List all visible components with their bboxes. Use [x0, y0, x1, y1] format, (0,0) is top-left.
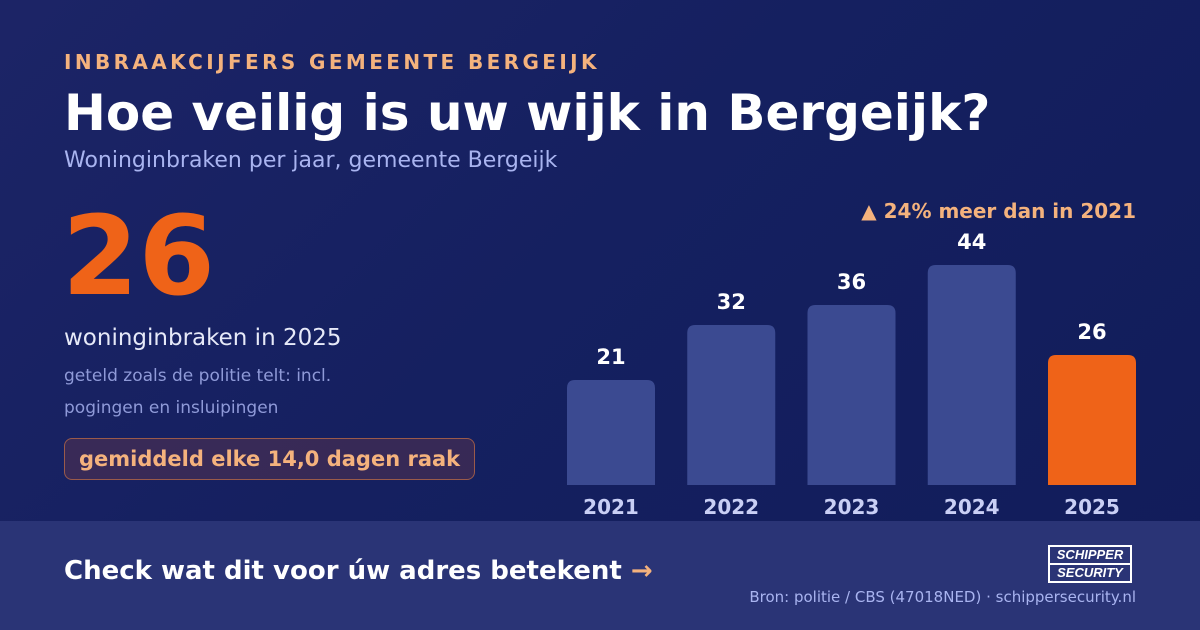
value-label-2022: 32	[717, 290, 746, 314]
frequency-badge: gemiddeld elke 14,0 dagen raak	[64, 438, 476, 480]
bar-2024	[927, 265, 1016, 485]
category-label-2022: 2022	[703, 495, 759, 519]
company-logo: SCHIPPER SECURITY	[1048, 545, 1132, 583]
bar-2021	[567, 380, 655, 485]
logo-line2: SECURITY	[1057, 565, 1123, 580]
bar-2025	[1048, 355, 1136, 485]
source-note: Bron: politie / CBS (47018NED) · schippe…	[749, 588, 1136, 606]
method-note-line2: pogingen en insluipingen	[64, 398, 279, 418]
logo-line1: SCHIPPER	[1050, 547, 1130, 565]
arrow-right-icon: →	[630, 556, 653, 586]
change-annotation: ▲ 24% meer dan in 2021	[861, 199, 1136, 223]
bar-2022	[687, 325, 776, 485]
category-label-2025: 2025	[1064, 495, 1120, 519]
value-label-2023: 36	[837, 270, 866, 294]
value-label-2024: 44	[957, 230, 986, 254]
cta-link[interactable]: Check wat dit voor úw adres betekent →	[64, 556, 653, 586]
cta-text: Check wat dit voor úw adres betekent	[64, 556, 622, 586]
eyebrow-heading: INBRAAKCIJFERS GEMEENTE BERGEIJK	[64, 50, 600, 74]
value-label-2021: 21	[596, 345, 625, 369]
category-label-2021: 2021	[583, 495, 639, 519]
highlight-label: woninginbraken in 2025	[64, 325, 342, 351]
value-label-2025: 26	[1077, 320, 1106, 344]
page-title: Hoe veilig is uw wijk in Bergeijk?	[64, 84, 991, 142]
category-label-2024: 2024	[944, 495, 1000, 519]
page-subtitle: Woninginbraken per jaar, gemeente Bergei…	[64, 148, 558, 173]
category-label-2023: 2023	[824, 495, 880, 519]
footer-band	[0, 521, 1200, 630]
highlight-number: 26	[62, 192, 216, 320]
method-note-line1: geteld zoals de politie telt: incl.	[64, 366, 332, 386]
bar-2023	[807, 305, 896, 485]
